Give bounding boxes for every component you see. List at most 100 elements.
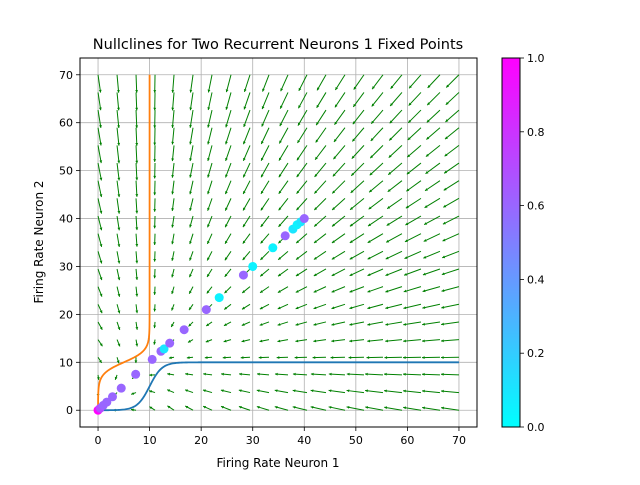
vector-arrow-head <box>275 373 278 376</box>
vector-arrow-head <box>385 340 388 343</box>
vector-arrow <box>136 75 137 93</box>
fixed-point <box>117 384 126 393</box>
vector-arrow-head <box>171 142 174 145</box>
vector-arrow <box>427 92 440 105</box>
vector-arrow-head <box>313 356 316 359</box>
vector-arrow <box>297 145 307 160</box>
vector-arrow <box>423 251 440 258</box>
vector-arrow <box>425 163 439 174</box>
vector-arrow <box>424 234 440 242</box>
vector-arrow <box>279 145 288 160</box>
vector-arrow-head <box>171 90 174 93</box>
vector-arrow <box>365 374 383 375</box>
vector-arrow <box>369 181 383 193</box>
vector-arrow <box>262 110 269 126</box>
vector-arrow <box>403 340 421 342</box>
vector-arrow <box>370 145 383 158</box>
vector-arrow <box>281 75 288 91</box>
vector-arrow <box>441 340 459 341</box>
vector-arrow <box>98 145 101 163</box>
vector-arrow <box>403 391 421 393</box>
fixed-point <box>148 355 157 364</box>
vector-arrow <box>371 110 383 124</box>
vector-arrow-head <box>135 211 138 214</box>
vector-arrow <box>427 110 440 122</box>
vector-arrow-head <box>295 356 298 359</box>
x-tick-label: 50 <box>349 434 363 447</box>
vector-arrow <box>426 145 440 156</box>
vector-arrow <box>385 269 401 276</box>
vector-arrow <box>333 163 345 176</box>
y-tick-label: 10 <box>59 356 73 369</box>
vector-arrow <box>279 128 288 144</box>
vector-arrow <box>117 128 119 146</box>
colorbar-tick-label: 0.4 <box>527 273 545 286</box>
y-tick-label: 50 <box>59 165 73 178</box>
colorbar-tick-label: 0.2 <box>527 347 545 360</box>
vector-arrow-head <box>257 373 260 376</box>
vector-arrow-head <box>153 159 156 162</box>
vector-arrow <box>190 92 193 110</box>
vector-arrow <box>98 110 101 128</box>
vector-arrow-head <box>347 373 350 376</box>
vector-arrow-head <box>117 125 120 128</box>
vector-arrow <box>369 198 383 209</box>
vector-arrow <box>280 92 288 108</box>
vector-arrow-head <box>366 356 369 359</box>
vector-arrow <box>136 92 137 110</box>
vector-arrow <box>172 110 174 128</box>
vector-arrow <box>387 216 402 226</box>
vector-arrow <box>333 145 345 159</box>
vector-arrow <box>404 287 421 292</box>
vector-arrow-head <box>422 390 425 393</box>
vector-arrow-head <box>135 143 138 146</box>
vector-arrow <box>390 92 402 106</box>
vector-arrow <box>117 75 119 93</box>
vector-arrow <box>425 181 440 191</box>
vector-arrow-head <box>135 161 138 164</box>
vector-arrow <box>388 163 402 175</box>
vector-arrow-head <box>135 244 138 247</box>
vector-arrow-head <box>384 390 387 393</box>
vector-arrow <box>389 128 402 141</box>
vector-arrow <box>387 198 402 208</box>
vector-arrow <box>442 269 459 275</box>
vector-arrow <box>173 92 175 110</box>
vector-arrow <box>407 145 421 157</box>
vector-arrow <box>299 75 307 91</box>
fixed-point <box>131 370 140 379</box>
vector-arrow <box>261 128 269 144</box>
vector-arrow <box>208 110 212 128</box>
y-tick-label: 70 <box>59 69 73 82</box>
vector-arrow-head <box>153 192 156 195</box>
vector-arrow <box>191 75 194 93</box>
vector-arrow <box>408 110 421 123</box>
vector-arrow <box>404 251 420 258</box>
vector-arrow-head <box>239 373 242 376</box>
vector-arrow-head <box>384 356 387 359</box>
vector-arrow-head <box>153 242 156 245</box>
vector-arrow-head <box>221 373 224 376</box>
vector-arrow <box>441 391 459 393</box>
vector-arrow-head <box>153 143 156 146</box>
vector-arrow <box>350 198 364 209</box>
fixed-point <box>180 325 189 334</box>
vector-arrow <box>407 163 421 174</box>
vector-arrow <box>409 75 421 89</box>
vector-arrow <box>244 92 250 109</box>
fixed-point <box>281 231 290 240</box>
vector-arrow-head <box>135 261 138 264</box>
vector-arrow <box>297 128 307 143</box>
vector-arrow <box>353 92 364 106</box>
vector-arrow <box>423 269 440 275</box>
vector-arrow <box>244 75 250 92</box>
vector-arrow <box>422 408 440 411</box>
vector-arrow <box>351 181 364 193</box>
vector-arrow <box>443 216 459 224</box>
vector-arrow <box>190 110 193 128</box>
vector-arrow-head <box>403 356 406 359</box>
vector-arrow <box>384 391 402 393</box>
vector-arrow <box>391 75 402 89</box>
